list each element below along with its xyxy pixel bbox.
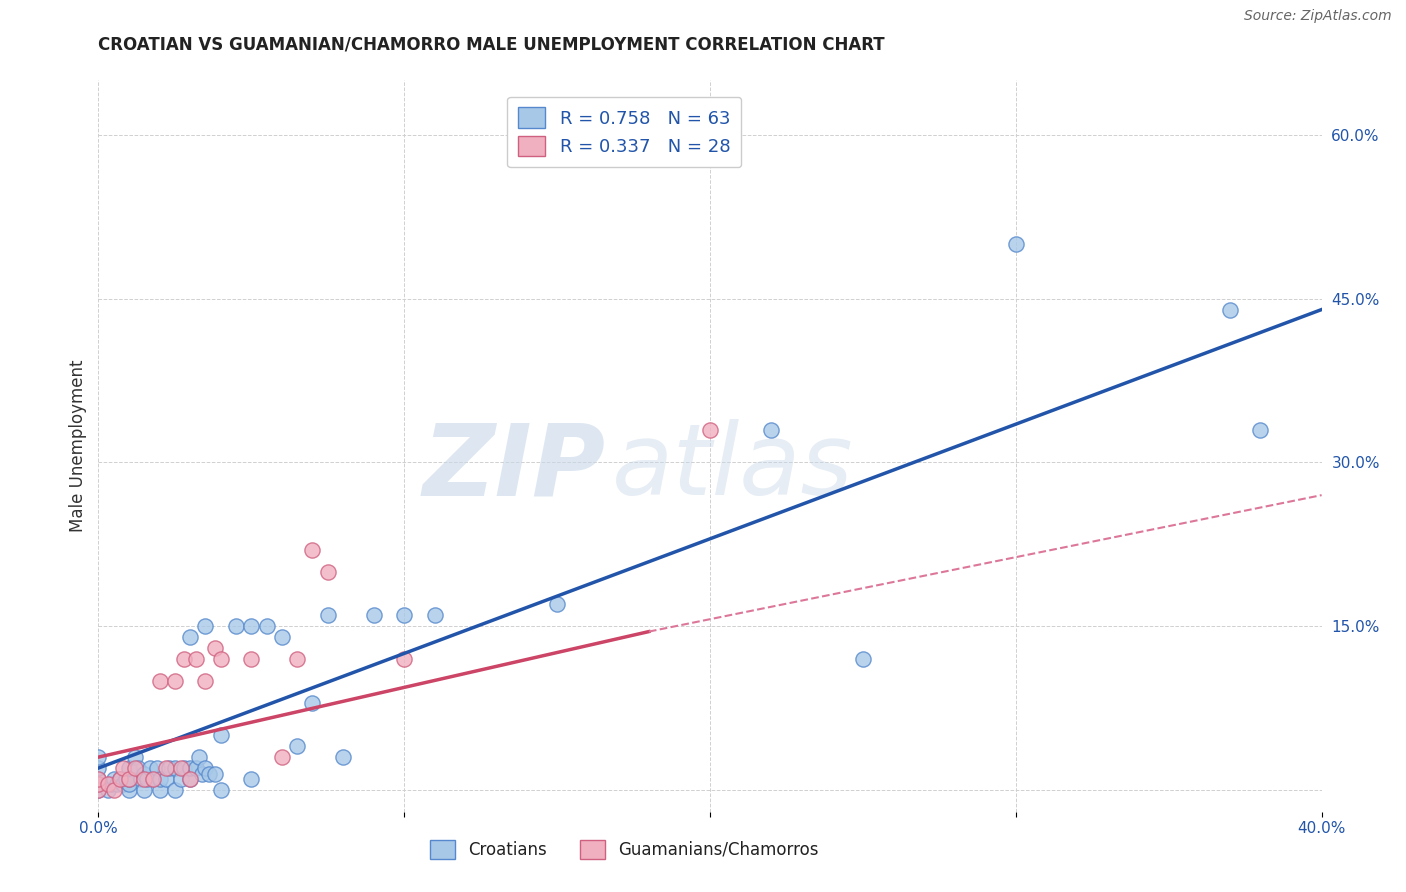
Point — [100, 777, 122, 791]
Point — [149, 783, 172, 797]
Point — [118, 783, 141, 797]
Point — [316, 608, 339, 623]
Point — [134, 772, 156, 786]
Point — [134, 766, 156, 780]
Point — [127, 761, 149, 775]
Point — [157, 761, 180, 775]
Point — [285, 739, 308, 754]
Point — [124, 750, 146, 764]
Point — [191, 766, 214, 780]
Point — [111, 761, 134, 775]
Point — [186, 761, 208, 775]
Point — [87, 750, 110, 764]
Point — [270, 750, 292, 764]
Point — [225, 619, 247, 633]
Point — [163, 761, 186, 775]
Point — [87, 772, 110, 786]
Point — [852, 652, 875, 666]
Point — [108, 772, 131, 786]
Point — [115, 772, 138, 786]
Point — [194, 761, 217, 775]
Point — [188, 750, 211, 764]
Point — [699, 423, 721, 437]
Point — [87, 783, 110, 797]
Point — [546, 597, 568, 611]
Point — [97, 783, 120, 797]
Point — [197, 766, 219, 780]
Point — [149, 772, 172, 786]
Point — [111, 777, 134, 791]
Point — [194, 673, 217, 688]
Point — [285, 652, 308, 666]
Point — [145, 761, 167, 775]
Point — [392, 608, 416, 623]
Point — [155, 761, 177, 775]
Point — [301, 696, 323, 710]
Point — [103, 783, 125, 797]
Legend: Croatians, Guamanians/Chamorros: Croatians, Guamanians/Chamorros — [423, 833, 825, 865]
Point — [163, 783, 186, 797]
Point — [118, 761, 141, 775]
Point — [129, 772, 152, 786]
Point — [142, 772, 165, 786]
Point — [240, 652, 263, 666]
Point — [179, 772, 201, 786]
Point — [87, 772, 110, 786]
Text: CROATIAN VS GUAMANIAN/CHAMORRO MALE UNEMPLOYMENT CORRELATION CHART: CROATIAN VS GUAMANIAN/CHAMORRO MALE UNEM… — [98, 36, 884, 54]
Point — [209, 652, 232, 666]
Point — [209, 728, 232, 742]
Point — [170, 761, 193, 775]
Point — [256, 619, 278, 633]
Point — [173, 761, 195, 775]
Point — [124, 761, 146, 775]
Point — [1219, 302, 1241, 317]
Point — [179, 772, 201, 786]
Point — [392, 652, 416, 666]
Text: ZIP: ZIP — [423, 419, 606, 516]
Point — [134, 783, 156, 797]
Point — [423, 608, 446, 623]
Point — [363, 608, 385, 623]
Point — [240, 619, 263, 633]
Text: Source: ZipAtlas.com: Source: ZipAtlas.com — [1244, 9, 1392, 23]
Point — [118, 777, 141, 791]
Point — [316, 565, 339, 579]
Point — [103, 772, 125, 786]
Point — [204, 766, 226, 780]
Point — [186, 652, 208, 666]
Point — [87, 777, 110, 791]
Point — [105, 777, 128, 791]
Point — [149, 673, 172, 688]
Point — [301, 542, 323, 557]
Point — [332, 750, 354, 764]
Text: atlas: atlas — [612, 419, 853, 516]
Point — [139, 761, 162, 775]
Point — [204, 640, 226, 655]
Point — [87, 783, 110, 797]
Point — [118, 772, 141, 786]
Point — [136, 772, 159, 786]
Point — [87, 761, 110, 775]
Point — [179, 761, 201, 775]
Point — [759, 423, 782, 437]
Point — [173, 652, 195, 666]
Point — [209, 783, 232, 797]
Point — [1004, 237, 1026, 252]
Point — [179, 630, 201, 644]
Point — [270, 630, 292, 644]
Point — [108, 772, 131, 786]
Point — [194, 619, 217, 633]
Point — [163, 673, 186, 688]
Point — [142, 772, 165, 786]
Point — [87, 777, 110, 791]
Y-axis label: Male Unemployment: Male Unemployment — [69, 359, 87, 533]
Point — [1249, 423, 1271, 437]
Point — [118, 772, 141, 786]
Point — [97, 777, 120, 791]
Point — [155, 772, 177, 786]
Point — [240, 772, 263, 786]
Point — [170, 772, 193, 786]
